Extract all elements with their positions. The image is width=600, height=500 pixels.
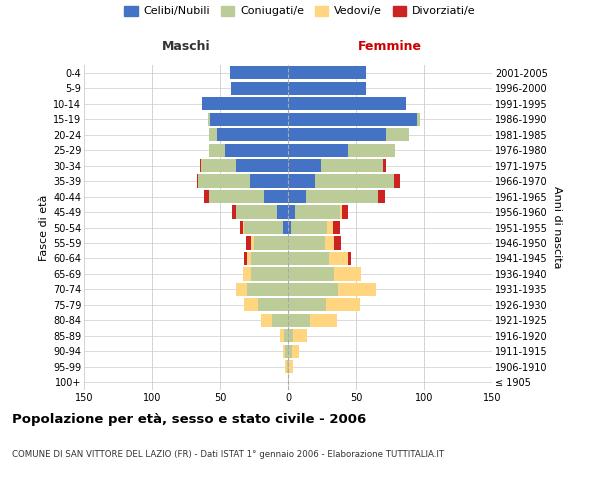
Bar (288, 376, 289, 389)
Bar (232, 206, 236, 218)
Bar (328, 221, 333, 234)
Bar (200, 159, 201, 172)
Bar (293, 330, 307, 342)
Legend: Celibi/Nubili, Coniugati/e, Vedovi/e, Divorziati/e: Celibi/Nubili, Coniugati/e, Vedovi/e, Di… (124, 6, 476, 16)
Bar (288, 66, 365, 80)
Bar (383, 159, 386, 172)
Bar (280, 330, 284, 342)
Bar (287, 360, 288, 374)
Bar (203, 190, 209, 203)
Bar (343, 206, 348, 218)
Bar (226, 144, 288, 156)
Bar (231, 82, 288, 95)
Y-axis label: Anni di nascita: Anni di nascita (551, 186, 562, 269)
Y-axis label: Fasce di età: Fasce di età (38, 194, 49, 260)
Bar (201, 159, 236, 172)
Bar (217, 128, 288, 141)
Bar (291, 221, 328, 234)
Bar (288, 252, 329, 265)
Bar (261, 314, 272, 327)
Bar (283, 344, 285, 358)
Text: Femmine: Femmine (358, 40, 422, 52)
Bar (394, 174, 400, 188)
Bar (246, 236, 251, 250)
Bar (250, 174, 288, 188)
Bar (288, 144, 348, 156)
Bar (348, 252, 350, 265)
Bar (243, 221, 244, 234)
Bar (288, 330, 293, 342)
Bar (288, 82, 365, 95)
Bar (288, 206, 295, 218)
Text: Maschi: Maschi (161, 40, 211, 52)
Bar (230, 66, 288, 80)
Bar (251, 252, 288, 265)
Bar (329, 252, 348, 265)
Bar (288, 298, 326, 312)
Bar (254, 236, 288, 250)
Bar (334, 236, 341, 250)
Bar (288, 360, 289, 374)
Text: Popolazione per età, sesso e stato civile - 2006: Popolazione per età, sesso e stato civil… (12, 412, 366, 426)
Bar (292, 344, 299, 358)
Bar (243, 268, 251, 280)
Bar (236, 206, 277, 218)
Bar (334, 268, 361, 280)
Bar (197, 174, 198, 188)
Bar (288, 159, 320, 172)
Bar (244, 298, 258, 312)
Bar (333, 221, 340, 234)
Bar (288, 97, 406, 110)
Bar (338, 283, 376, 296)
Bar (305, 190, 378, 203)
Bar (417, 112, 420, 126)
Bar (251, 268, 288, 280)
Bar (288, 314, 310, 327)
Bar (378, 190, 385, 203)
Bar (326, 298, 360, 312)
Bar (288, 221, 291, 234)
Bar (310, 314, 337, 327)
Bar (244, 252, 247, 265)
Bar (283, 221, 288, 234)
Bar (263, 190, 288, 203)
Bar (198, 174, 250, 188)
Bar (258, 298, 288, 312)
Bar (325, 236, 334, 250)
Bar (386, 128, 409, 141)
Bar (284, 330, 288, 342)
Bar (288, 128, 386, 141)
Bar (202, 97, 288, 110)
Bar (244, 221, 283, 234)
Bar (288, 236, 325, 250)
Bar (348, 144, 395, 156)
Bar (247, 252, 251, 265)
Bar (288, 112, 417, 126)
Bar (272, 314, 288, 327)
Bar (315, 174, 394, 188)
Bar (277, 206, 288, 218)
Bar (211, 112, 288, 126)
Bar (209, 128, 217, 141)
Bar (288, 190, 305, 203)
Bar (320, 159, 383, 172)
Bar (288, 268, 334, 280)
Bar (251, 236, 254, 250)
Text: COMUNE DI SAN VITTORE DEL LAZIO (FR) - Dati ISTAT 1° gennaio 2006 - Elaborazione: COMUNE DI SAN VITTORE DEL LAZIO (FR) - D… (12, 450, 444, 459)
Bar (288, 283, 338, 296)
Bar (236, 159, 288, 172)
Bar (285, 344, 288, 358)
Bar (209, 190, 263, 203)
Bar (340, 206, 343, 218)
Bar (241, 221, 243, 234)
Bar (285, 360, 287, 374)
Bar (288, 174, 315, 188)
Bar (247, 283, 288, 296)
Bar (208, 112, 211, 126)
Bar (295, 206, 340, 218)
Bar (209, 144, 226, 156)
Bar (289, 360, 293, 374)
Bar (236, 283, 247, 296)
Bar (288, 344, 292, 358)
